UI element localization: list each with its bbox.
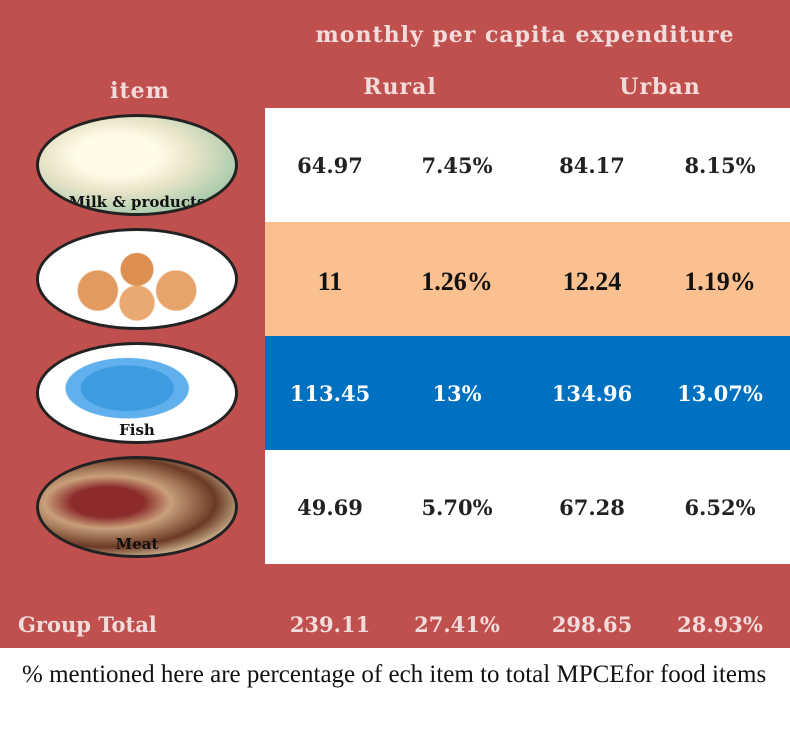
item-image: Milk & products [36, 114, 238, 216]
table-cell: 1.19% [684, 267, 756, 296]
item-image [36, 228, 238, 330]
table-cell: 5.70% [421, 495, 493, 520]
table-cell: 6.52% [684, 495, 756, 520]
total-cell: 298.65 [551, 612, 633, 637]
footnote-area: % mentioned here are percentage of ech i… [0, 648, 790, 733]
table-cell: 1.26% [421, 267, 493, 296]
table-cell: 12.24 [562, 267, 622, 296]
item-label: Milk & products [68, 193, 206, 211]
table-cell: 13% [432, 381, 482, 406]
table-cell: 134.96 [551, 381, 633, 406]
total-label: Group Total [18, 612, 157, 637]
header-title: monthly per capita expenditure [315, 22, 735, 48]
group-header: Urban [619, 74, 701, 100]
row-background [265, 336, 790, 450]
table-cell: 49.69 [297, 495, 363, 520]
footnote: % mentioned here are percentage of ech i… [22, 661, 767, 688]
item-label: Fish [119, 421, 155, 439]
item-label: Meat [115, 535, 159, 553]
table-cell: 7.45% [421, 153, 493, 178]
group-header: Rural [363, 74, 437, 100]
table-cell: 11 [317, 267, 343, 296]
item-image: Meat [36, 456, 238, 558]
row-background [265, 108, 790, 222]
total-cell: 27.41% [414, 612, 500, 637]
table-cell: 13.07% [677, 381, 763, 406]
row-background [265, 450, 790, 564]
table-cell: 84.17 [559, 153, 625, 178]
item-header: item [110, 78, 170, 104]
item-image: Fish [36, 342, 238, 444]
table-cell: 64.97 [297, 153, 363, 178]
total-cell: 239.11 [289, 612, 371, 637]
table-cell: 113.45 [289, 381, 371, 406]
table-cell: 67.28 [559, 495, 625, 520]
table-cell: 8.15% [684, 153, 756, 178]
row-background [265, 222, 790, 336]
total-cell: 28.93% [677, 612, 763, 637]
